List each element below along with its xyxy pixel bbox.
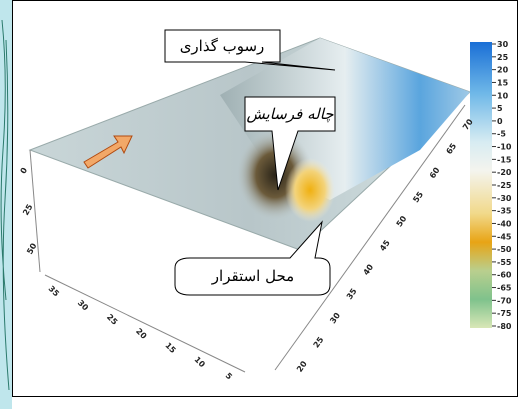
callout-box xyxy=(244,96,336,191)
colorbar-label: -30 xyxy=(497,194,512,203)
colorbar-label: 0 xyxy=(497,117,503,126)
colorbar-label: 30 xyxy=(497,40,509,49)
colorbar-label: -60 xyxy=(497,271,512,280)
colorbar-label: -55 xyxy=(497,258,512,267)
colorbar xyxy=(470,42,492,328)
axis-tick-label: 0 xyxy=(19,166,30,176)
colorbar-label: -5 xyxy=(497,130,506,139)
colorbar-label: 5 xyxy=(497,104,503,113)
callout-text: محل استقرار xyxy=(211,267,294,285)
colorbar-label: 15 xyxy=(497,78,509,87)
callout-box xyxy=(174,220,331,296)
colorbar-label: -80 xyxy=(497,322,512,331)
colorbar-label: -20 xyxy=(497,168,512,177)
colorbar-label: -65 xyxy=(497,284,512,293)
colorbar-label: -75 xyxy=(497,309,512,318)
left-axis xyxy=(44,274,246,373)
vertical-axis xyxy=(29,149,41,273)
neighbor-contours xyxy=(0,19,10,391)
colorbar-label: -45 xyxy=(497,232,512,241)
colorbar-label: 20 xyxy=(497,66,509,75)
colorbar-label: -70 xyxy=(497,296,512,305)
callout-box xyxy=(164,29,336,71)
colorbar-label: 10 xyxy=(497,91,509,100)
flow-arrow xyxy=(83,135,133,169)
axis-tick-label: 5 xyxy=(224,371,235,382)
pit-slope xyxy=(285,158,335,222)
neighbor-figure xyxy=(0,0,12,409)
colorbar-label: 25 xyxy=(497,53,509,62)
callout-text: رسوب گذاری xyxy=(180,37,265,55)
colorbar-label: -10 xyxy=(497,143,512,152)
colorbar-label: -35 xyxy=(497,207,512,216)
callout-text: چاله فرسایش xyxy=(246,105,334,123)
colorbar-label: -25 xyxy=(497,181,512,190)
colorbar-label: -40 xyxy=(497,219,512,228)
right-axis xyxy=(274,104,466,371)
colorbar-label: -15 xyxy=(497,155,512,164)
colorbar-label: -50 xyxy=(497,245,512,254)
